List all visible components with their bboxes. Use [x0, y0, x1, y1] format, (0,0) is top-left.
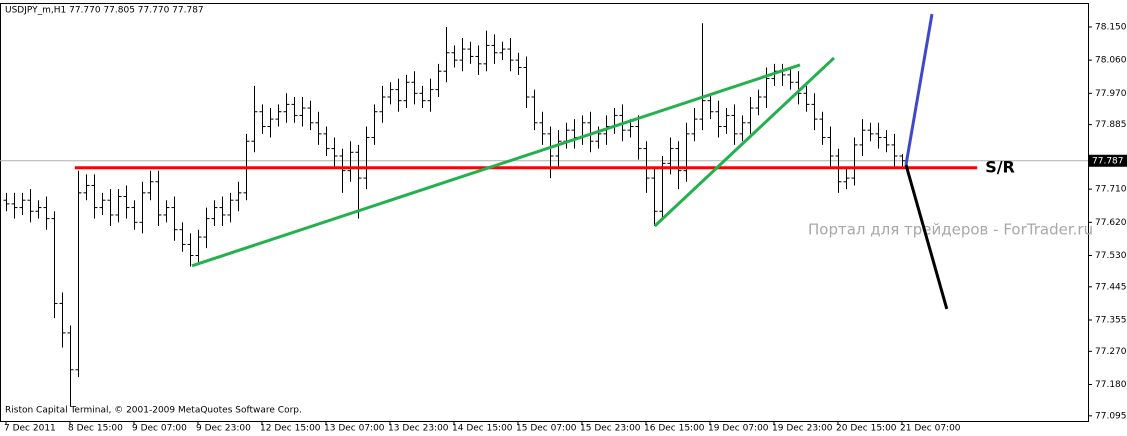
y-tick-label: 77.445 — [1095, 282, 1127, 292]
y-tick-label: 78.060 — [1095, 56, 1127, 66]
trend-line — [904, 164, 949, 310]
current-price-label: 77.787 — [1092, 156, 1124, 166]
trend-line — [191, 63, 801, 268]
chart-title: USDJPY_m,H1 77.770 77.805 77.770 77.787 — [5, 6, 204, 16]
y-tick-label: 77.355 — [1095, 316, 1127, 326]
y-tick-label: 77.620 — [1095, 218, 1127, 228]
footer: Riston Capital Terminal, © 2001-2009 Met… — [5, 406, 302, 416]
watermark: Портал для трейдеров - ForTrader.ru — [808, 221, 1093, 239]
x-tick-label: 19 Dec 23:00 — [772, 424, 833, 434]
y-tick-label: 77.530 — [1095, 251, 1127, 261]
x-tick-label: 16 Dec 15:00 — [644, 424, 705, 434]
x-tick-label: 12 Dec 15:00 — [260, 424, 321, 434]
y-tick-label: 77.710 — [1095, 185, 1127, 195]
trend-line — [904, 13, 934, 166]
trend-line-label: S/R — [985, 157, 1015, 176]
x-tick-label: 20 Dec 15:00 — [836, 424, 897, 434]
x-tick-label: 9 Dec 23:00 — [196, 424, 251, 434]
x-tick-label: 21 Dec 07:00 — [900, 424, 961, 434]
y-tick-label: 77.095 — [1095, 411, 1127, 421]
y-tick-label: 77.970 — [1095, 89, 1127, 99]
x-tick-label: 19 Dec 07:00 — [708, 424, 769, 434]
y-tick-label: 77.180 — [1095, 380, 1127, 390]
y-tick-label: 78.150 — [1095, 22, 1127, 32]
x-tick-label: 15 Dec 23:00 — [580, 424, 641, 434]
x-tick-label: 9 Dec 07:00 — [132, 424, 187, 434]
y-tick-label: 77.885 — [1095, 120, 1127, 130]
current-price-box — [1089, 154, 1127, 167]
x-tick-label: 13 Dec 07:00 — [324, 424, 385, 434]
plot-frame — [0, 3, 1089, 422]
x-tick-label: 15 Dec 07:00 — [516, 424, 577, 434]
x-tick-label: 13 Dec 23:00 — [388, 424, 449, 434]
trend-line — [653, 56, 836, 228]
x-tick-label: 7 Dec 2011 — [4, 424, 56, 434]
x-tick-label: 14 Dec 15:00 — [452, 424, 513, 434]
y-tick-label: 77.270 — [1095, 347, 1127, 357]
x-tick-label: 8 Dec 15:00 — [68, 424, 123, 434]
